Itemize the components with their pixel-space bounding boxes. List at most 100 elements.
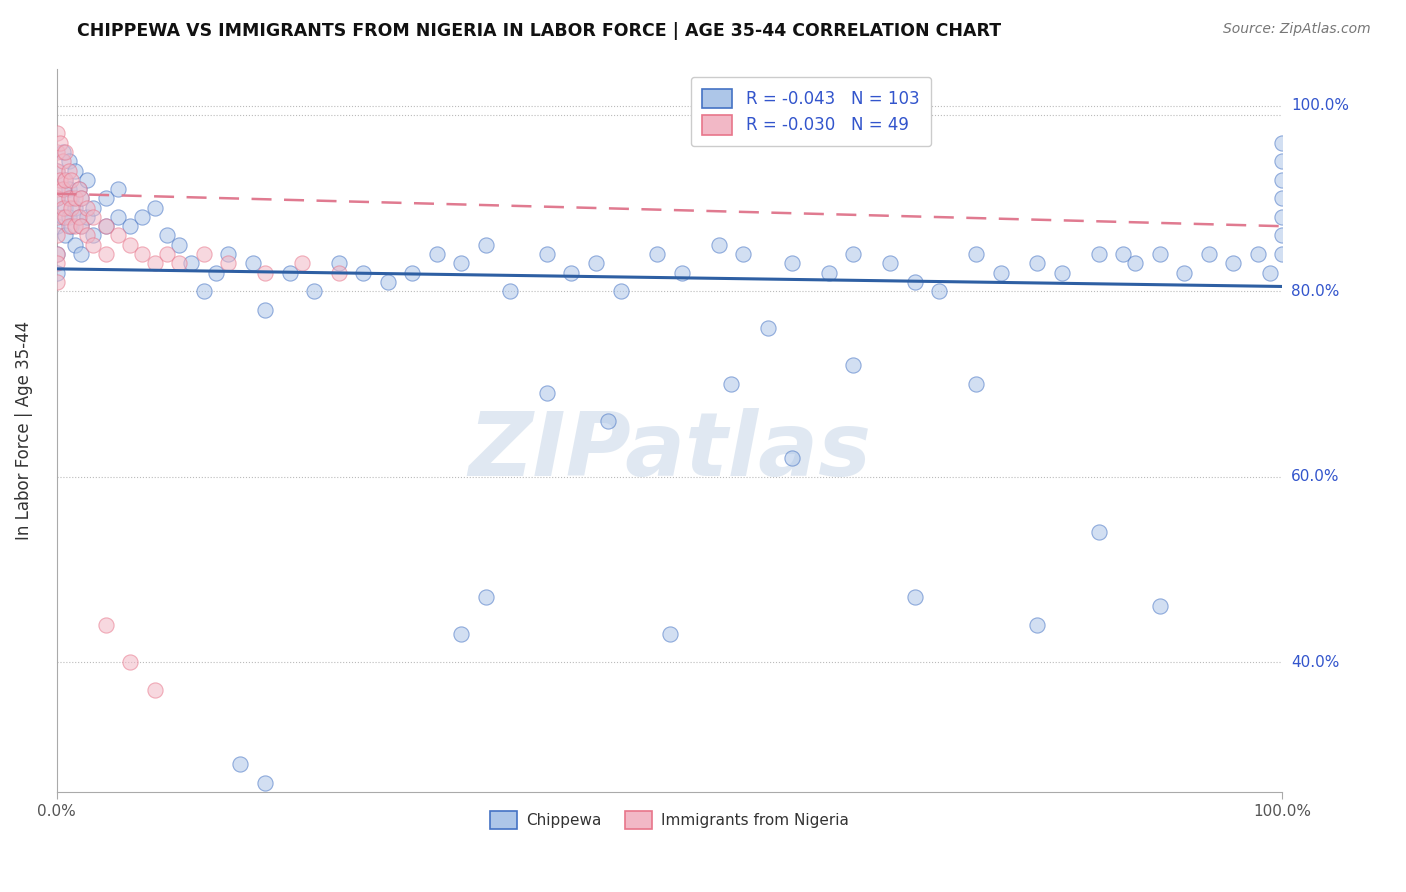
Point <box>60 201 83 215</box>
Point <box>53 210 76 224</box>
Point <box>67 210 90 224</box>
Point <box>707 237 730 252</box>
Point <box>58 163 80 178</box>
Point <box>965 247 987 261</box>
Legend: Chippewa, Immigrants from Nigeria: Chippewa, Immigrants from Nigeria <box>484 805 855 835</box>
Point <box>450 256 472 270</box>
Point <box>229 757 252 772</box>
Point <box>928 284 950 298</box>
Point <box>45 247 67 261</box>
Point <box>1271 247 1294 261</box>
Point <box>1271 173 1294 187</box>
Text: ZIPatlas: ZIPatlas <box>468 409 872 495</box>
Point <box>94 247 117 261</box>
Point <box>167 256 190 270</box>
Point <box>76 210 98 224</box>
Point <box>45 210 67 224</box>
Point <box>120 219 142 234</box>
Point <box>60 173 83 187</box>
Point <box>1149 247 1171 261</box>
Point <box>1222 256 1244 270</box>
Point <box>1125 256 1147 270</box>
Point <box>242 256 264 270</box>
Point <box>82 237 104 252</box>
Point <box>52 182 75 196</box>
Point <box>67 182 90 196</box>
Point <box>780 256 803 270</box>
Point <box>76 201 98 215</box>
Point <box>107 210 129 224</box>
Point <box>352 266 374 280</box>
Point <box>1050 266 1073 280</box>
Point <box>143 256 166 270</box>
Point <box>426 247 449 261</box>
Point <box>1271 228 1294 243</box>
Point <box>107 182 129 196</box>
Point <box>474 237 496 252</box>
Point <box>1258 266 1281 280</box>
Point <box>63 201 86 215</box>
Point <box>94 618 117 632</box>
Text: 60.0%: 60.0% <box>1291 469 1340 484</box>
Point <box>70 219 93 234</box>
Point <box>842 247 865 261</box>
Point <box>302 284 325 298</box>
Point <box>904 590 927 604</box>
Point <box>499 284 522 298</box>
Point <box>1087 525 1109 540</box>
Point <box>131 210 153 224</box>
Point <box>67 210 90 224</box>
Point <box>67 182 90 196</box>
Point <box>474 590 496 604</box>
Point <box>63 163 86 178</box>
Point <box>94 219 117 234</box>
Point <box>58 210 80 224</box>
Point <box>1271 136 1294 150</box>
Point <box>1149 599 1171 614</box>
Point <box>53 201 76 215</box>
Point <box>1026 256 1049 270</box>
Point <box>58 154 80 169</box>
Point <box>63 219 86 234</box>
Point <box>53 145 76 159</box>
Point <box>58 182 80 196</box>
Point <box>560 266 582 280</box>
Point <box>58 191 80 205</box>
Point <box>49 136 72 150</box>
Point <box>70 191 93 205</box>
Point <box>45 191 67 205</box>
Point <box>1026 618 1049 632</box>
Point <box>45 266 67 280</box>
Point <box>82 201 104 215</box>
Point <box>45 275 67 289</box>
Point <box>70 191 93 205</box>
Point <box>70 219 93 234</box>
Point <box>1271 210 1294 224</box>
Point <box>645 247 668 261</box>
Point <box>756 321 779 335</box>
Point <box>45 256 67 270</box>
Point <box>193 247 215 261</box>
Point <box>720 376 742 391</box>
Point <box>671 266 693 280</box>
Point <box>60 219 83 234</box>
Y-axis label: In Labor Force | Age 35-44: In Labor Force | Age 35-44 <box>15 321 32 540</box>
Point <box>217 256 239 270</box>
Point <box>156 247 179 261</box>
Point <box>156 228 179 243</box>
Point <box>217 247 239 261</box>
Point <box>328 266 350 280</box>
Point <box>536 386 558 401</box>
Point <box>536 247 558 261</box>
Point <box>328 256 350 270</box>
Point <box>1173 266 1195 280</box>
Point <box>58 219 80 234</box>
Point <box>45 145 67 159</box>
Point <box>780 451 803 466</box>
Point <box>1112 247 1135 261</box>
Point <box>45 191 67 205</box>
Point <box>965 376 987 391</box>
Point <box>193 284 215 298</box>
Point <box>143 201 166 215</box>
Point <box>45 219 67 234</box>
